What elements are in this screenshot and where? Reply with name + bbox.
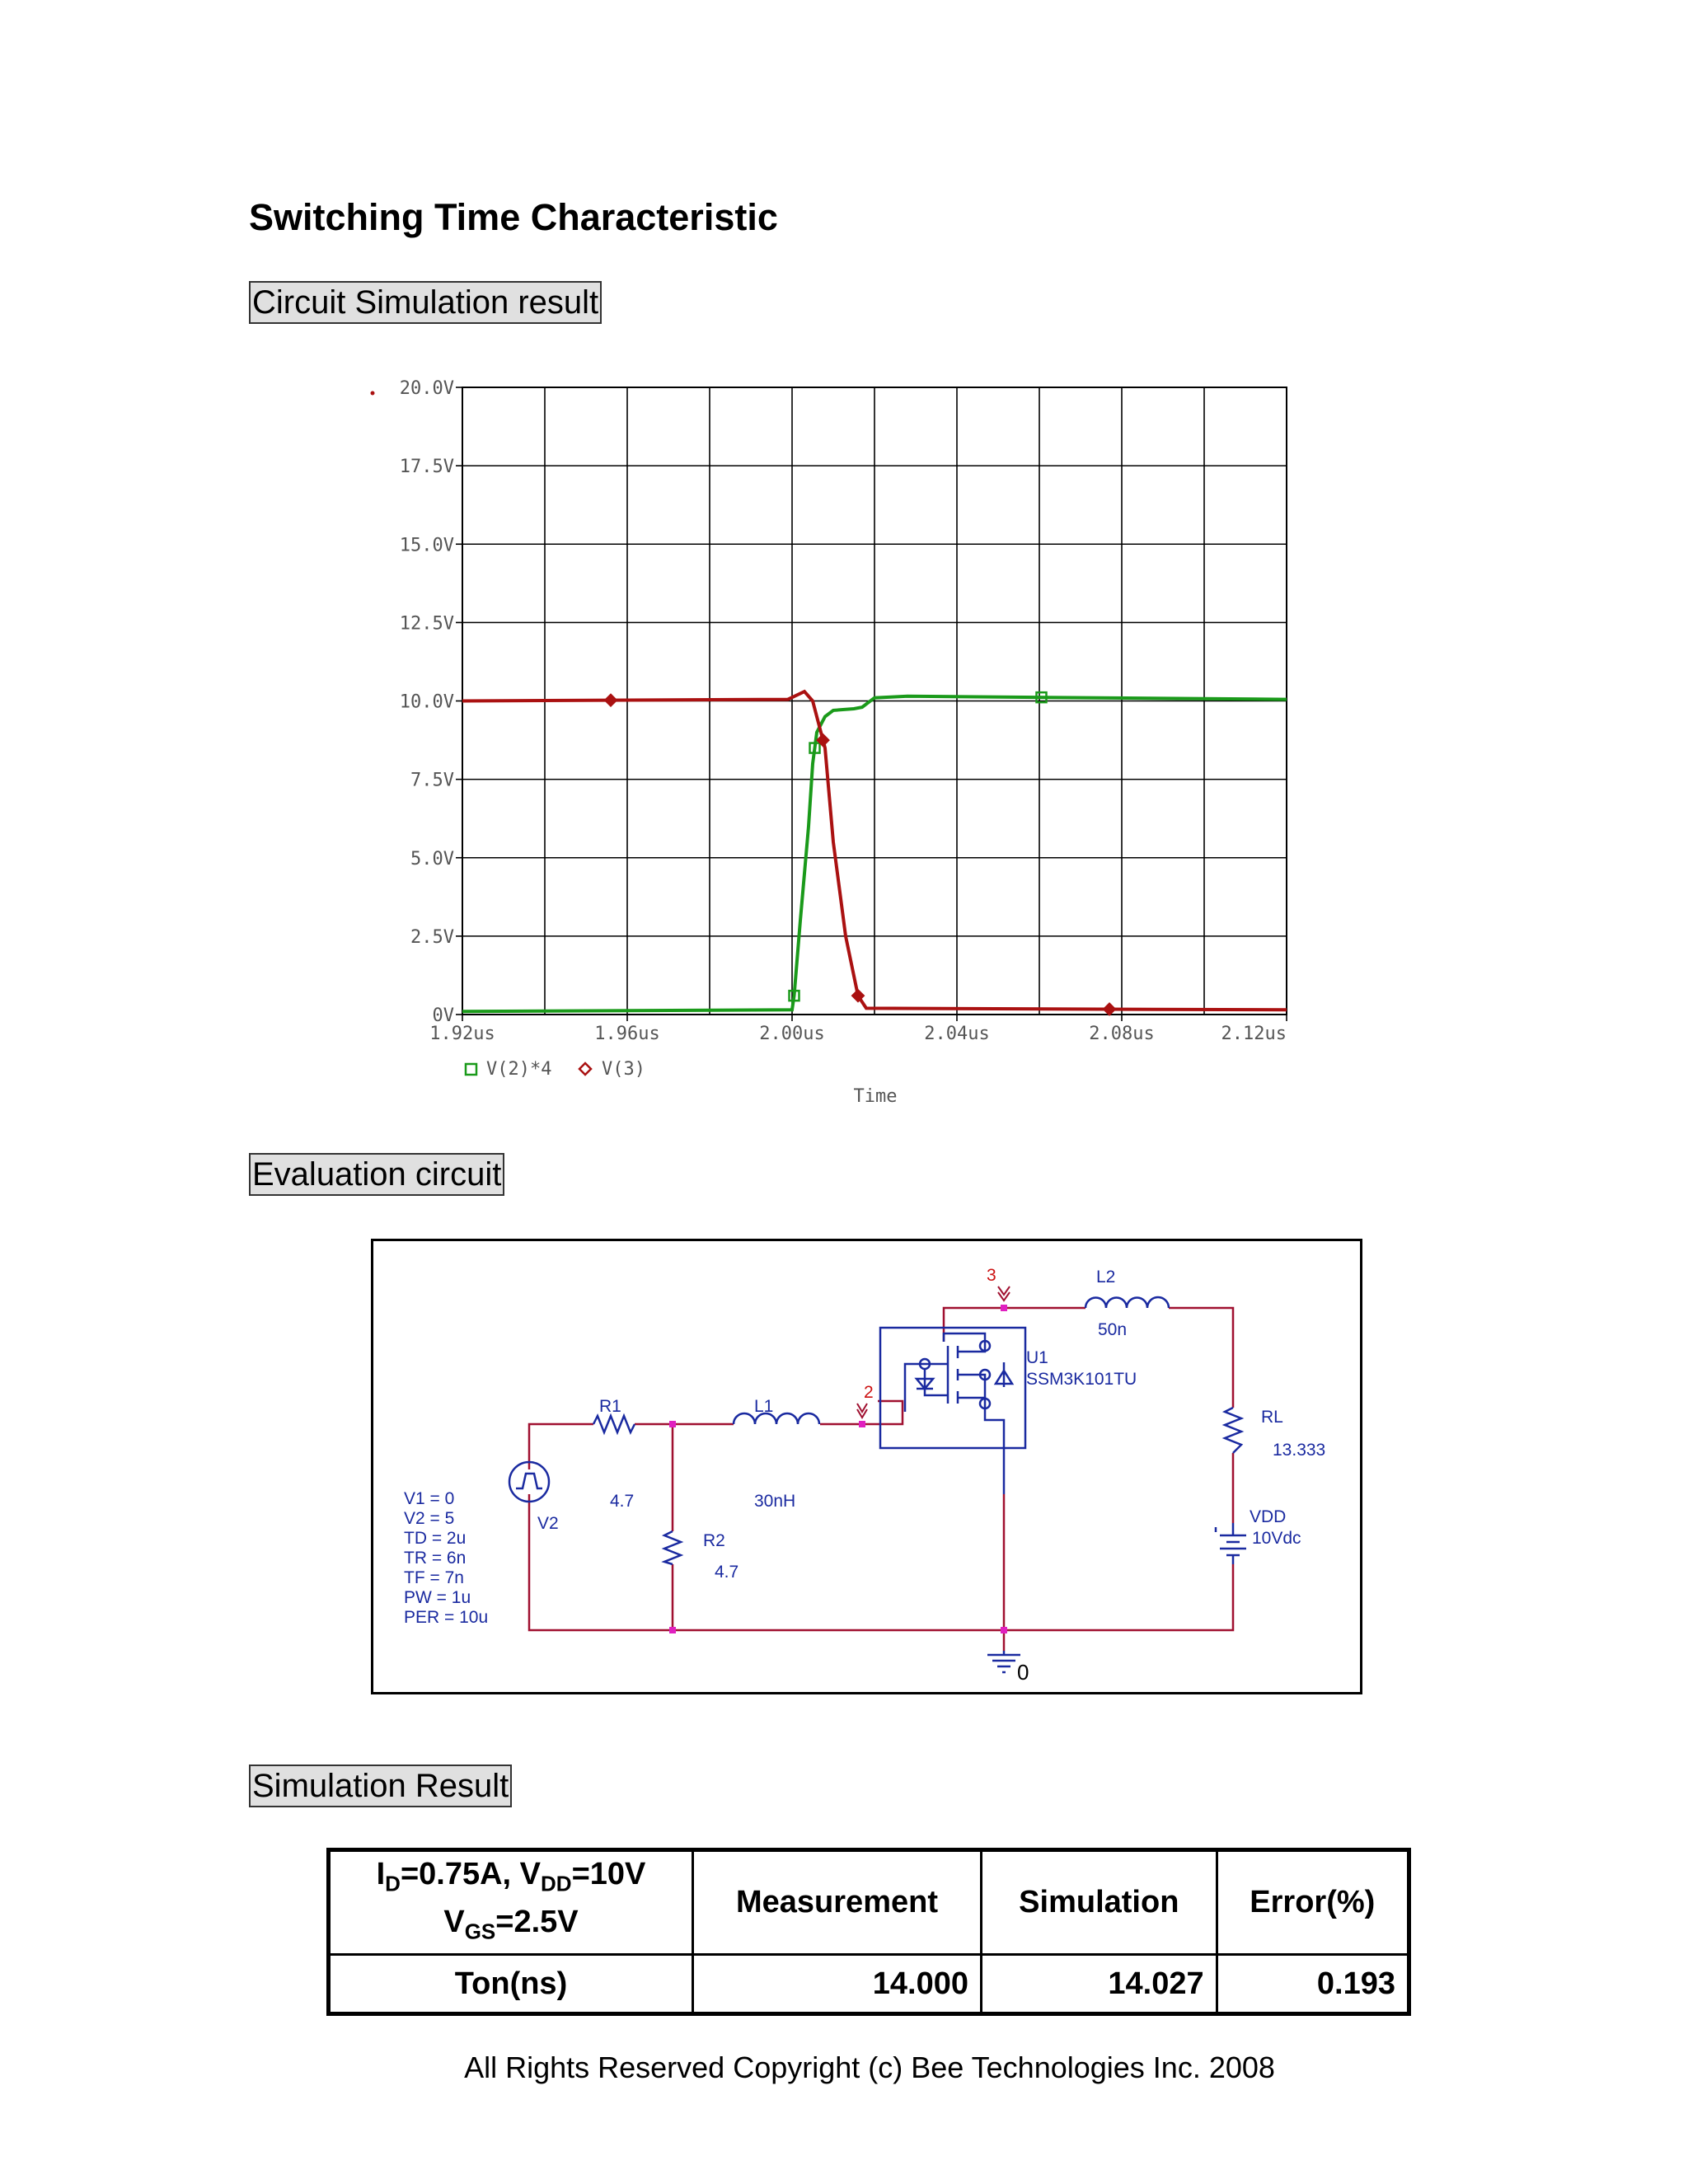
evaluation-circuit-schematic: V1 = 0 V2 = 5 TD = 2u TR = 6n TF = 7n PW…: [371, 1239, 1362, 1694]
cell-measurement: 14.000: [692, 1953, 982, 2016]
table-header-row: ID=0.75A, VDD=10V VGS=2.5V Measurement S…: [327, 1848, 1411, 1957]
axis-origin-marker: [370, 391, 375, 396]
series-marker-square: [1035, 691, 1048, 704]
section-evaluation-circuit: Evaluation circuit: [249, 1153, 505, 1196]
legend-marker-v3: [578, 1062, 593, 1076]
series-marker-diamond: [816, 733, 830, 748]
test-condition-cell: ID=0.75A, VDD=10V VGS=2.5V: [327, 1848, 694, 1957]
param-per: PER = 10u: [404, 1608, 488, 1627]
schematic-frame: [371, 1239, 1362, 1694]
series-line-1: [462, 689, 1287, 1012]
chart-legend: V(2)*4 V(3): [464, 1059, 645, 1080]
page-title: Switching Time Characteristic: [249, 196, 778, 238]
x-tick-label: 1.92us: [429, 1024, 495, 1044]
r2-resistor: [661, 1530, 684, 1566]
label-l1: L1: [754, 1397, 773, 1416]
param-v1: V1 = 0: [404, 1489, 454, 1508]
ground-symbol: [987, 1651, 1020, 1674]
label-u1: U1: [1026, 1348, 1048, 1367]
y-tick-label: 15.0V: [400, 535, 454, 555]
rl-resistor: [1221, 1406, 1245, 1454]
y-tick-label: 2.5V: [410, 927, 454, 948]
y-tick-label: 5.0V: [410, 849, 454, 869]
header-measurement: Measurement: [692, 1848, 982, 1957]
node-label-2: 2: [864, 1383, 874, 1402]
y-tick-label: 17.5V: [400, 457, 454, 477]
x-tick-label: 2.04us: [924, 1024, 989, 1044]
series-marker-square: [809, 742, 821, 754]
label-r2: R2: [703, 1531, 725, 1550]
value-l1: 30nH: [754, 1492, 795, 1511]
x-tick-label: 1.96us: [594, 1024, 659, 1044]
x-tick-label: 2.12us: [1221, 1024, 1287, 1044]
value-r1: 4.7: [610, 1492, 634, 1511]
junction-dots: [669, 1305, 1007, 1633]
param-v2: V2 = 5: [404, 1509, 454, 1528]
param-td: TD = 2u: [404, 1529, 466, 1548]
param-tf: TF = 7n: [404, 1568, 464, 1587]
r1-resistor: [592, 1413, 636, 1436]
x-tick-label: 2.00us: [759, 1024, 824, 1044]
node-probes: [856, 1286, 1010, 1419]
series-marker-diamond: [603, 693, 618, 708]
param-pw: PW = 1u: [404, 1588, 471, 1607]
y-tick-label: 20.0V: [400, 378, 454, 399]
value-vdd: 10Vdc: [1252, 1529, 1301, 1548]
node-label-3: 3: [987, 1266, 996, 1285]
copyright-footer: All Rights Reserved Copyright (c) Bee Te…: [464, 2050, 1275, 2084]
cell-error: 0.193: [1215, 1953, 1411, 2016]
section-circuit-simulation-result: Circuit Simulation result: [249, 281, 603, 324]
cell-simulation: 14.027: [979, 1953, 1218, 2016]
section-simulation-result: Simulation Result: [249, 1765, 513, 1807]
value-r2: 4.7: [715, 1563, 738, 1582]
label-vdd: VDD: [1250, 1507, 1286, 1526]
results-table: ID=0.75A, VDD=10V VGS=2.5V Measurement S…: [326, 1848, 1411, 2017]
u1-mosfet-symbol: [879, 1326, 1027, 1494]
value-rl: 13.333: [1273, 1441, 1325, 1460]
series-line-0: [462, 694, 1287, 1014]
param-tr: TR = 6n: [404, 1549, 466, 1568]
x-axis-label: Time: [854, 1086, 898, 1107]
circuit-wires: [528, 1306, 1235, 1651]
chart-axes: 0V 2.5V 5.0V 7.5V 10.0V 12.5V 15.0V 17.5V 20.0V 1…: [370, 378, 1287, 1044]
legend-marker-v2: [464, 1062, 478, 1076]
series-marker-square: [788, 989, 800, 1002]
label-r1: R1: [599, 1397, 621, 1416]
series-marker-diamond: [851, 988, 865, 1003]
x-tick-label: 2.08us: [1089, 1024, 1154, 1044]
vdd-battery: [1214, 1523, 1246, 1564]
series-marker-diamond: [1102, 1002, 1117, 1016]
value-l2: 50n: [1098, 1320, 1127, 1339]
l2-inductor: [1084, 1296, 1170, 1309]
row-label-ton: Ton(ns): [327, 1953, 694, 2016]
legend-label-v3: V(3): [602, 1059, 645, 1080]
y-tick-label: 12.5V: [400, 613, 454, 634]
switching-waveform-chart: 0V 2.5V 5.0V 7.5V 10.0V 12.5V 15.0V 17.5V 20.0V 1…: [370, 378, 1287, 1107]
legend-label-v2: V(2)*4: [486, 1059, 551, 1080]
y-tick-label: 0V: [433, 1005, 455, 1026]
chart-series: [462, 689, 1287, 1016]
label-v2: V2: [537, 1514, 559, 1533]
table-row: Ton(ns) 14.000 14.027 0.193: [327, 1953, 1411, 2016]
v2-pulse-source: [508, 1460, 551, 1503]
l1-inductor: [732, 1412, 821, 1425]
y-tick-label: 7.5V: [410, 771, 454, 791]
label-rl: RL: [1261, 1408, 1283, 1427]
node-label-0: 0: [1017, 1660, 1029, 1685]
part-u1: SSM3K101TU: [1026, 1370, 1137, 1389]
header-simulation: Simulation: [979, 1848, 1218, 1957]
y-tick-label: 10.0V: [400, 692, 454, 713]
label-l2: L2: [1096, 1268, 1115, 1286]
header-error: Error(%): [1215, 1848, 1411, 1957]
